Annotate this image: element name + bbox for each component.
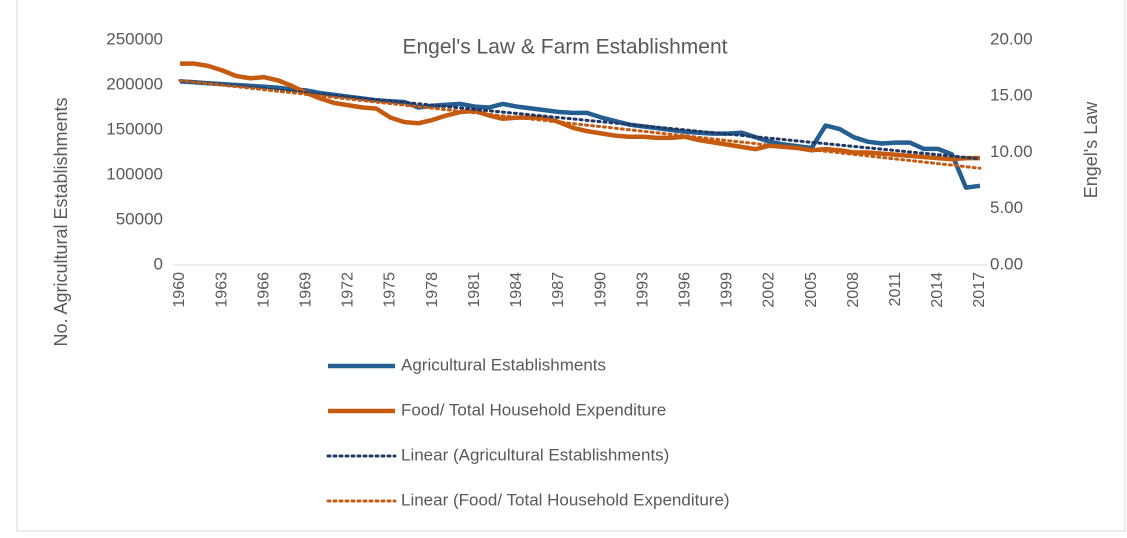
x-tick-label: 1972 — [340, 272, 357, 308]
chart-title: Engel's Law & Farm Establishment — [403, 36, 728, 59]
y-tick-label: 100000 — [106, 164, 163, 183]
legend-label: Agricultural Establishments — [401, 355, 606, 374]
chart-border — [16, 0, 1126, 532]
y2-tick-label: 10.00 — [990, 142, 1033, 161]
series-line — [179, 79, 981, 190]
trend-line — [178, 79, 982, 161]
x-tick-label: 1996 — [676, 272, 693, 308]
x-tick-label: 2002 — [761, 272, 778, 308]
x-tick-label: 2014 — [929, 272, 946, 308]
y-tick-label: 50000 — [116, 209, 163, 228]
trend-line — [178, 79, 982, 170]
y-tick-label: 0 — [154, 254, 163, 273]
x-tick-label: 1966 — [255, 272, 272, 308]
y2-tick-label: 15.00 — [990, 86, 1033, 105]
x-tick-label: 1978 — [424, 272, 441, 308]
x-tick-label: 1969 — [298, 272, 315, 308]
y2-axis-title: Engel's Law — [1081, 101, 1101, 198]
x-tick-label: 1984 — [508, 272, 525, 308]
x-tick-label: 1993 — [634, 272, 651, 308]
x-tick-label: 1975 — [382, 272, 399, 308]
x-tick-label: 1963 — [213, 272, 230, 308]
x-tick-label: 1990 — [592, 272, 609, 308]
legend-label: Food/ Total Household Expenditure — [401, 400, 666, 419]
x-tick-label: 2005 — [803, 272, 820, 308]
x-tick-label: 2008 — [845, 272, 862, 308]
y-tick-label: 250000 — [106, 29, 163, 48]
x-tick-label: 2017 — [971, 272, 988, 308]
y-tick-label: 200000 — [106, 74, 163, 93]
y2-tick-label: 5.00 — [990, 198, 1023, 217]
y-axis-title: No. Agricultural Establishments — [51, 97, 71, 346]
y-tick-label: 150000 — [106, 119, 163, 138]
x-tick-label: 1981 — [466, 272, 483, 308]
x-tick-label: 1999 — [719, 272, 736, 308]
y2-tick-label: 20.00 — [990, 29, 1033, 48]
legend-label: Linear (Food/ Total Household Expenditur… — [401, 490, 730, 509]
x-tick-label: 1960 — [171, 272, 188, 308]
x-tick-label: 2011 — [887, 272, 904, 307]
x-tick-label: 1987 — [550, 272, 567, 308]
legend-label: Linear (Agricultural Establishments) — [401, 445, 669, 464]
y2-tick-label: 0.00 — [990, 254, 1023, 273]
